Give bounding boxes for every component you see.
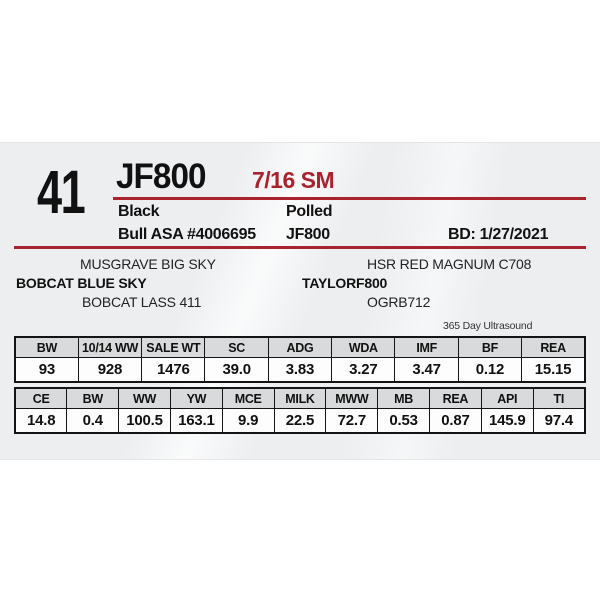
column-header: WW xyxy=(118,387,171,409)
stat-value: 928 xyxy=(77,357,143,383)
stat-value: 3.47 xyxy=(394,357,459,383)
column-header: API xyxy=(480,387,534,409)
column-header: ADG xyxy=(267,336,333,358)
stat-value: 14.8 xyxy=(14,408,68,434)
column-header: MWW xyxy=(325,387,379,409)
column-header: IMF xyxy=(394,336,459,358)
performance-data-value-row: 93 928 1476 39.0 3.83 3.27 3.47 0.12 15.15 xyxy=(14,357,586,383)
dam-granddam: OGRB712 xyxy=(367,294,431,310)
tattoo-id: JF800 xyxy=(286,226,330,243)
coat-color: Black xyxy=(118,203,160,220)
dam-grandsire: HSR RED MAGNUM C708 xyxy=(367,256,532,272)
performance-data-header-row: BW 10/14 WW SALE WT SC ADG WDA IMF BF REA xyxy=(14,336,586,358)
sire-granddam: BOBCAT LASS 411 xyxy=(82,294,202,310)
stat-value: 0.4 xyxy=(66,408,120,434)
column-header: WDA xyxy=(331,336,396,358)
stat-value: 22.5 xyxy=(273,408,327,434)
stat-value: 97.4 xyxy=(532,408,586,434)
lot-number-text: 41 xyxy=(37,158,86,226)
column-header: BW xyxy=(14,336,79,358)
column-header: TI xyxy=(532,387,586,409)
stat-value: 3.83 xyxy=(267,357,333,383)
stat-value: 15.15 xyxy=(521,357,586,383)
column-header: SALE WT xyxy=(141,336,206,358)
column-header: MILK xyxy=(273,387,327,409)
breed-fraction: 7/16 SM xyxy=(252,167,335,193)
column-header: 10/14 WW xyxy=(77,336,143,358)
stat-value: 0.12 xyxy=(457,357,523,383)
performance-table: BW 10/14 WW SALE WT SC ADG WDA IMF BF REA 93 928 14… xyxy=(14,336,586,383)
column-header: MB xyxy=(377,387,430,409)
column-header: SC xyxy=(204,336,269,358)
animal-name: JF800 xyxy=(116,159,210,194)
column-header: YW xyxy=(169,387,223,409)
registration-number: Bull ASA #4006695 xyxy=(118,226,256,243)
animal-name-text: JF800 xyxy=(116,157,206,196)
stat-value: 145.9 xyxy=(480,408,534,434)
stat-value: 1476 xyxy=(141,357,206,383)
ultrasound-note: 365 Day Ultrasound xyxy=(443,320,533,332)
stat-value: 72.7 xyxy=(325,408,379,434)
column-header: MCE xyxy=(221,387,275,409)
epd-data-header-row: CE BW WW YW MCE MILK MWW MB REA API TI xyxy=(14,387,586,409)
stat-value: 0.87 xyxy=(429,408,482,434)
header-divider xyxy=(14,246,586,249)
dam-name: TAYLORF800 xyxy=(302,275,388,291)
sire-grandsire: MUSGRAVE BIG SKY xyxy=(80,256,216,272)
column-header: CE xyxy=(14,387,68,409)
stat-value: 39.0 xyxy=(204,357,269,383)
stat-value: 3.27 xyxy=(331,357,396,383)
horn-status: Polled xyxy=(286,203,333,220)
stat-value: 93 xyxy=(14,357,79,383)
header-underline xyxy=(113,197,586,200)
stat-value: 9.9 xyxy=(221,408,275,434)
lot-number: 41 xyxy=(37,162,101,223)
column-header: BW xyxy=(66,387,120,409)
column-header: BF xyxy=(457,336,523,358)
column-header: REA xyxy=(429,387,482,409)
column-header: REA xyxy=(521,336,586,358)
sire-name: BOBCAT BLUE SKY xyxy=(16,275,147,291)
stat-value: 0.53 xyxy=(377,408,430,434)
stat-value: 100.5 xyxy=(118,408,171,434)
epd-data-value-row: 14.8 0.4 100.5 163.1 9.9 22.5 72.7 0.53 0.87 145.… xyxy=(14,408,586,434)
epd-table: CE BW WW YW MCE MILK MWW MB REA API TI 14.8 0.4 100.5… xyxy=(14,387,586,434)
birth-date: BD: 1/27/2021 xyxy=(448,226,549,243)
stat-value: 163.1 xyxy=(169,408,223,434)
